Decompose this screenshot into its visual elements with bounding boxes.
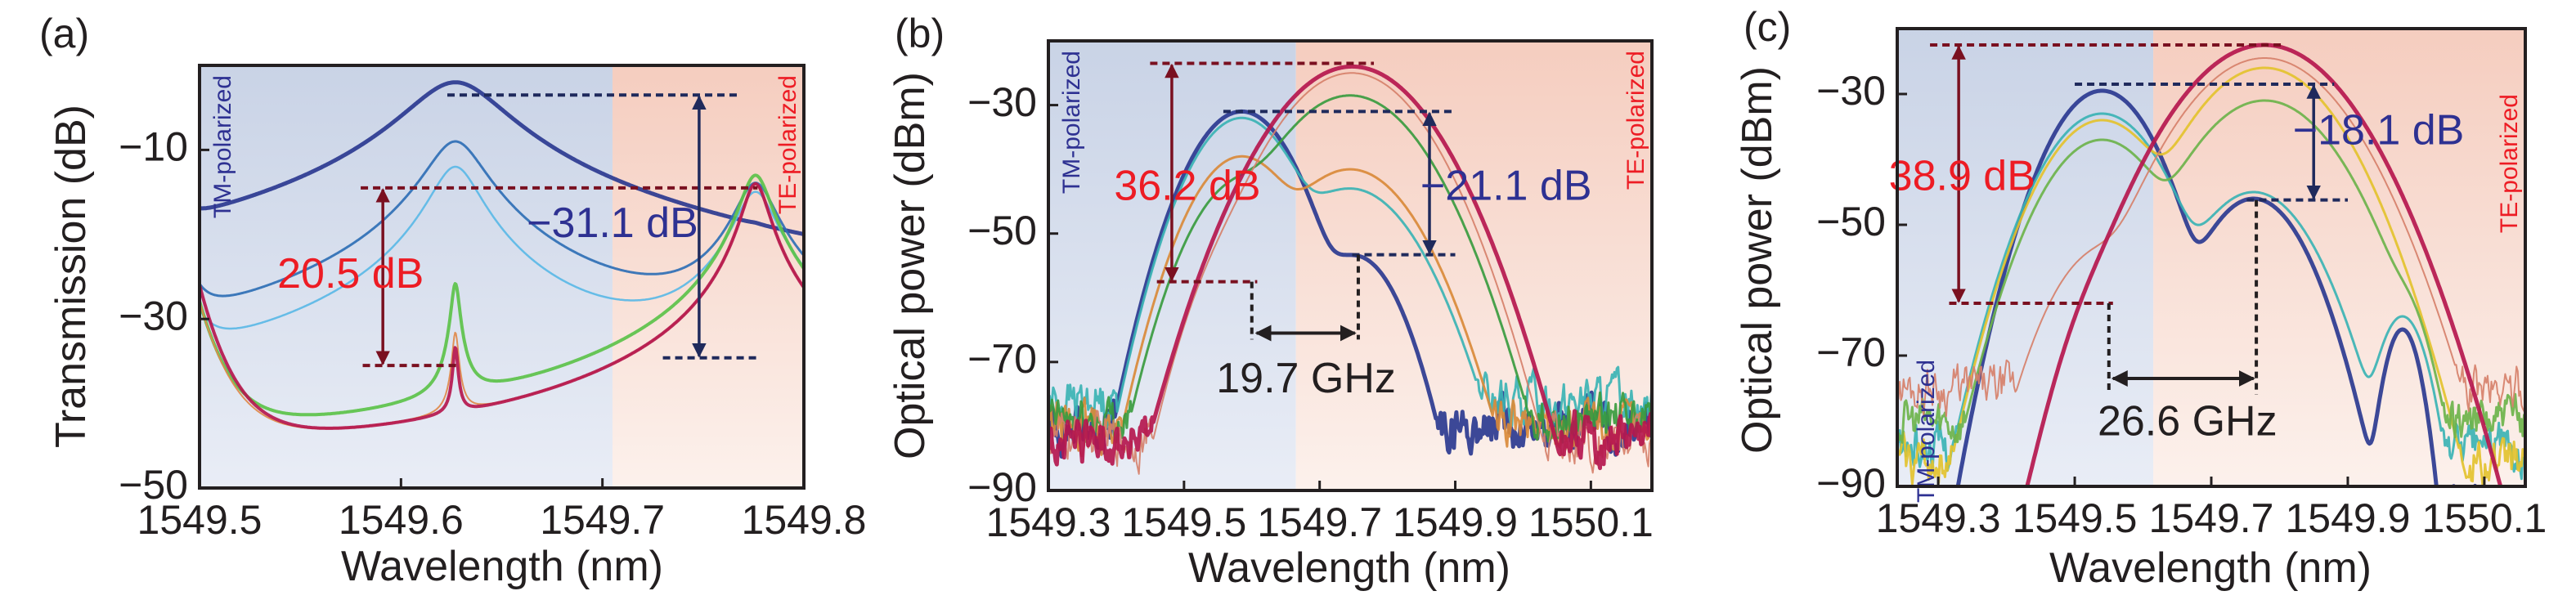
region-te-polarized <box>612 65 804 488</box>
panel-b: (b) TM-polarized TE-polarized 36.2 dB −21.1… <box>886 11 1654 592</box>
annotation-label: 38.9 dB <box>1889 153 2035 200</box>
x-tick-label: 1549.5 <box>2013 495 2138 541</box>
x-tick-label: 1549.7 <box>540 497 665 543</box>
te-polarized-label: TE-polarized <box>2496 94 2523 233</box>
x-tick-label: 1549.5 <box>137 497 263 543</box>
annotation-label: 20.5 dB <box>277 250 424 298</box>
x-tick-label: 1549.6 <box>339 497 464 543</box>
y-axis-title: Optical power (dBm) <box>886 72 934 459</box>
x-axis-title: Wavelength (nm) <box>341 543 663 590</box>
y-tick-label: −90 <box>967 464 1037 510</box>
series-line-trace-teal <box>1048 116 1652 431</box>
x-tick-label: 1549.5 <box>1121 499 1246 545</box>
series-line-trace-yellow <box>1897 66 2525 486</box>
y-tick-label: −50 <box>967 208 1037 253</box>
x-tick-label: 1550.1 <box>1528 499 1654 545</box>
y-tick-label: −30 <box>1816 68 1886 114</box>
y-tick-label: −50 <box>1816 199 1886 244</box>
series-line-trace-crimson <box>1973 43 2503 486</box>
series-line-trace-salmon <box>1897 57 2525 418</box>
series-line-trace-navy <box>1955 88 2478 486</box>
annotation-label: −31.1 dB <box>527 199 698 247</box>
x-axis-title: Wavelength (nm) <box>2049 544 2372 592</box>
y-tick-label: −30 <box>119 293 188 338</box>
x-axis-title: Wavelength (nm) <box>1188 544 1510 592</box>
y-tick-label: −90 <box>1816 460 1886 506</box>
series-line-trace-crimson <box>1048 64 1652 471</box>
x-tick-label: 1549.3 <box>1876 495 2001 541</box>
panel-c: (c) TM-polarized TE-polarized 38.9 dB −18.1… <box>1734 4 2547 592</box>
x-tick-label: 1549.8 <box>742 497 867 543</box>
x-tick-label: 1549.9 <box>1393 499 1518 545</box>
plot-area: TM-polarized TE-polarized 38.9 dB −18.1 dB 2… <box>1816 27 2547 541</box>
y-tick-label: −70 <box>1816 329 1886 375</box>
panel-a: (a) TM-polarized TE-polarized 20.5 dB −31.1… <box>39 11 866 590</box>
x-tick-label: 1549.3 <box>986 499 1111 545</box>
annotation-label: −18.1 dB <box>2293 107 2465 154</box>
x-tick-label: 1549.9 <box>2285 495 2410 541</box>
y-tick-label: −50 <box>119 462 188 508</box>
series-line-trace-green <box>1048 94 1652 444</box>
series-line-trace-green <box>1897 99 2525 444</box>
panel-label: (a) <box>39 11 89 56</box>
plot-area: TM-polarized TE-polarized 36.2 dB −21.1 dB 1… <box>967 39 1654 545</box>
annotation-label: 26.6 GHz <box>2098 398 2278 446</box>
series-group <box>1048 64 1652 475</box>
panel-label: (b) <box>895 11 945 56</box>
annotation-label: 36.2 dB <box>1114 162 1260 209</box>
y-tick-label: −10 <box>119 124 188 170</box>
series-line-trace-teal <box>1897 112 2525 481</box>
x-tick-label: 1550.1 <box>2421 495 2547 541</box>
series-group <box>1897 43 2525 486</box>
annotation-label: 19.7 GHz <box>1216 355 1396 402</box>
te-polarized-label: TE-polarized <box>1622 51 1649 190</box>
te-polarized-label: TE-polarized <box>774 75 801 214</box>
y-axis-title: Optical power (dBm) <box>1734 66 1781 454</box>
tm-polarized-label: TM-polarized <box>1058 51 1085 194</box>
y-axis-title: Transmission (dB) <box>47 105 95 448</box>
panel-label: (c) <box>1744 4 1791 50</box>
y-tick-label: −70 <box>967 336 1037 382</box>
annotation-label: −21.1 dB <box>1420 162 1592 209</box>
plot-frame <box>1047 39 1654 492</box>
plot-frame <box>198 64 806 490</box>
tm-polarized-label: TM-polarized <box>209 75 236 218</box>
y-tick-label: −30 <box>967 79 1037 125</box>
tm-polarized-label: TM-polarized <box>1913 360 1940 503</box>
x-tick-label: 1549.7 <box>2149 495 2274 541</box>
plot-area: TM-polarized TE-polarized 20.5 dB −31.1 dB 1… <box>119 64 867 543</box>
x-tick-label: 1549.7 <box>1257 499 1382 545</box>
